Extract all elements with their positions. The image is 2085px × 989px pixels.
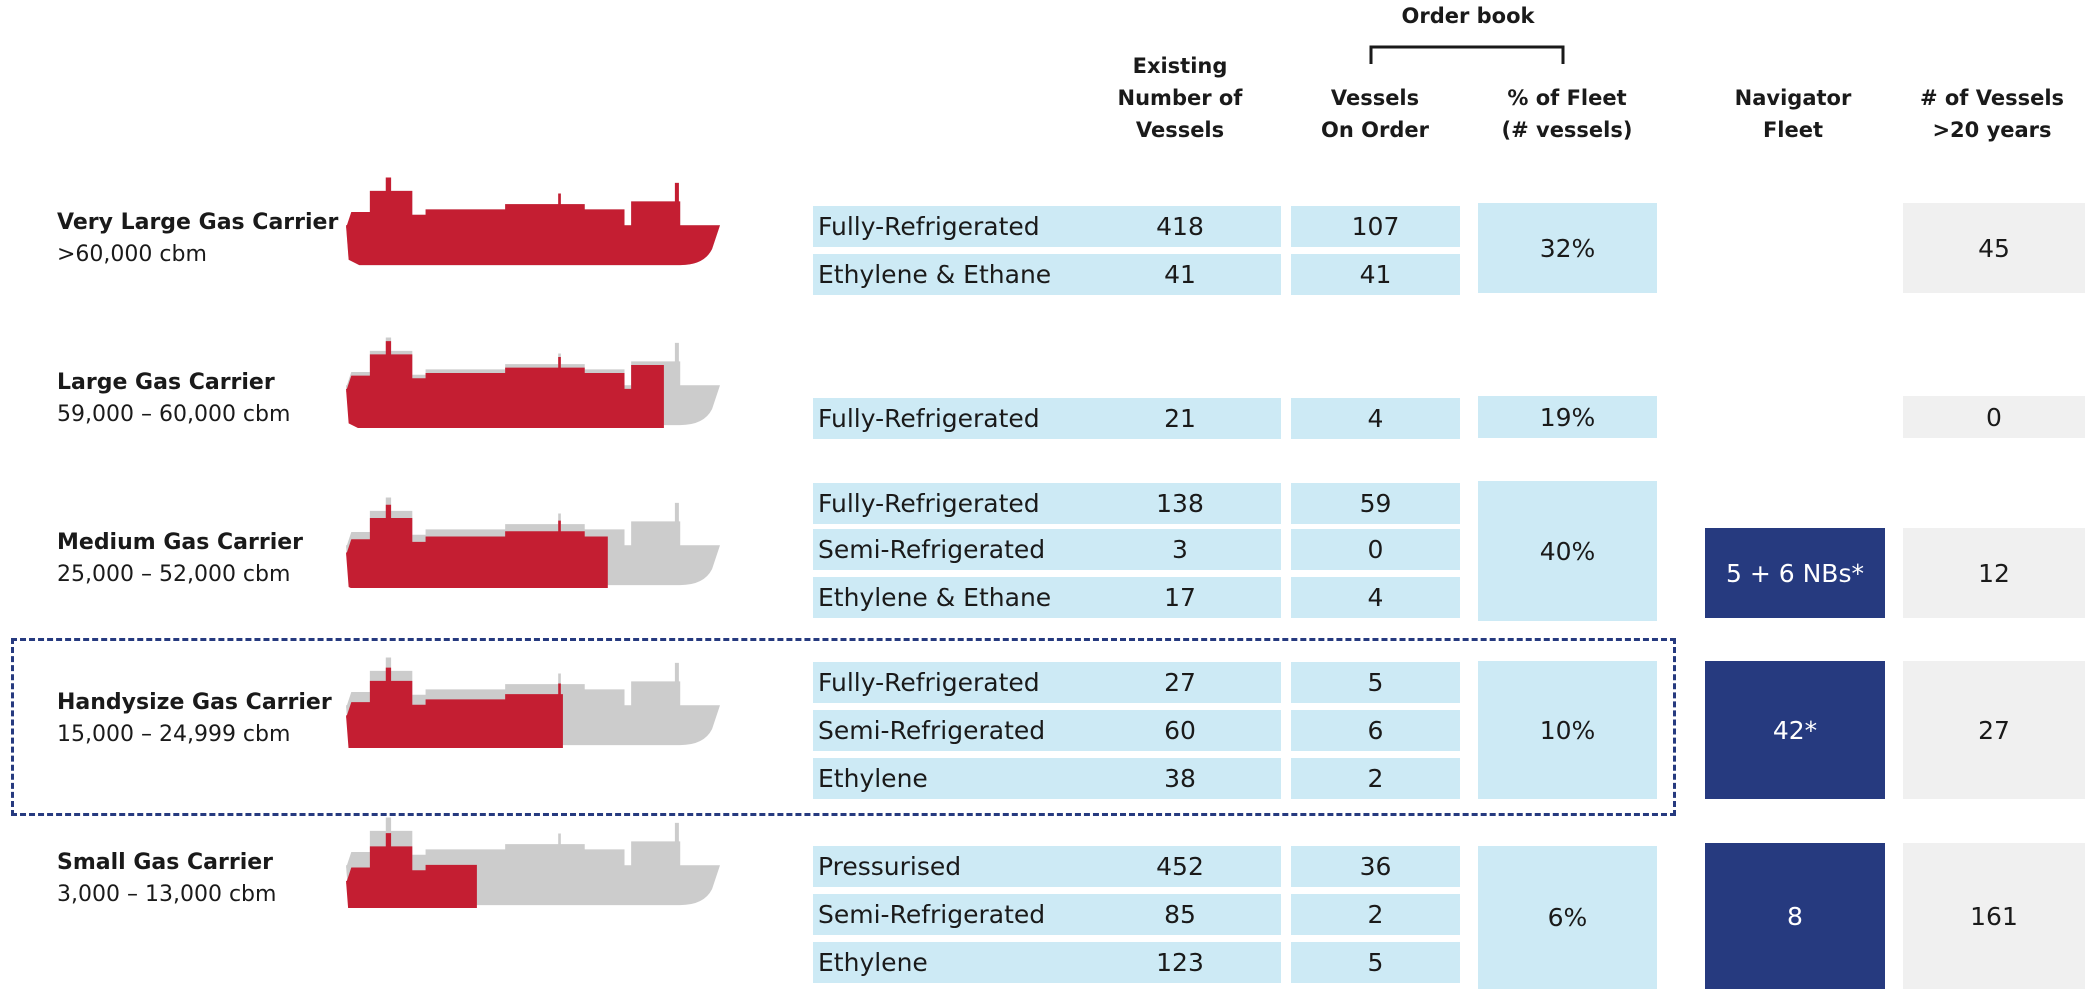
over-20-years: 161	[1903, 843, 2085, 989]
on-order-count: 36	[1291, 846, 1460, 887]
column-header: >20 years	[1882, 114, 2085, 146]
navigator-fleet: 5 + 6 NBs*	[1705, 528, 1885, 618]
pct-fleet: 40%	[1478, 481, 1657, 621]
segment-size: 3,000 – 13,000 cbm	[57, 882, 276, 907]
on-order-count: 41	[1291, 254, 1460, 295]
ship-icon	[346, 332, 720, 428]
segment-name: Large Gas Carrier	[57, 370, 275, 395]
column-header: (# vessels)	[1457, 114, 1677, 146]
over-20-years: 12	[1903, 528, 2085, 618]
segment-name: Medium Gas Carrier	[57, 530, 303, 555]
existing-count: 41	[1100, 254, 1260, 295]
column-header: Vessels	[1070, 114, 1290, 146]
on-order-count: 59	[1291, 483, 1460, 524]
existing-count: 452	[1100, 846, 1260, 887]
vessel-type: Fully-Refrigerated	[818, 662, 1078, 703]
ship-icon	[346, 172, 720, 268]
vessel-type: Ethylene & Ethane	[818, 577, 1078, 618]
column-header: # of Vessels	[1882, 82, 2085, 114]
vessel-type: Fully-Refrigerated	[818, 398, 1078, 439]
vessel-type: Ethylene	[818, 758, 1078, 799]
column-header: Existing	[1070, 50, 1290, 82]
on-order-count: 0	[1291, 529, 1460, 570]
on-order-count: 5	[1291, 662, 1460, 703]
existing-count: 85	[1100, 894, 1260, 935]
existing-count: 418	[1100, 206, 1260, 247]
navigator-fleet: 42*	[1705, 661, 1885, 799]
navigator-fleet: 8	[1705, 843, 1885, 989]
on-order-count: 4	[1291, 398, 1460, 439]
on-order-count: 5	[1291, 942, 1460, 983]
segment-size: 15,000 – 24,999 cbm	[57, 722, 290, 747]
order-book-label: Order book	[1368, 0, 1568, 32]
ship-icon	[346, 492, 720, 588]
existing-count: 123	[1100, 942, 1260, 983]
ship-icon	[346, 652, 720, 748]
segment-size: 59,000 – 60,000 cbm	[57, 402, 290, 427]
on-order-count: 2	[1291, 758, 1460, 799]
existing-count: 3	[1100, 529, 1260, 570]
vessel-type: Fully-Refrigerated	[818, 483, 1078, 524]
order-book-bracket	[1365, 44, 1570, 66]
vessel-type: Semi-Refrigerated	[818, 894, 1078, 935]
existing-count: 27	[1100, 662, 1260, 703]
existing-count: 21	[1100, 398, 1260, 439]
pct-fleet: 32%	[1478, 203, 1657, 293]
segment-name: Very Large Gas Carrier	[57, 210, 338, 235]
column-header: Number of	[1070, 82, 1290, 114]
existing-count: 138	[1100, 483, 1260, 524]
pct-fleet: 10%	[1478, 661, 1657, 799]
vessel-type: Fully-Refrigerated	[818, 206, 1078, 247]
over-20-years: 0	[1903, 396, 2085, 438]
segment-size: 25,000 – 52,000 cbm	[57, 562, 290, 587]
column-header: On Order	[1265, 114, 1485, 146]
existing-count: 38	[1100, 758, 1260, 799]
existing-count: 17	[1100, 577, 1260, 618]
vessel-type: Semi-Refrigerated	[818, 710, 1078, 751]
ship-icon	[346, 812, 720, 908]
column-header: Fleet	[1683, 114, 1903, 146]
vessel-type: Semi-Refrigerated	[818, 529, 1078, 570]
on-order-count: 2	[1291, 894, 1460, 935]
vessel-type: Pressurised	[818, 846, 1078, 887]
column-header: Navigator	[1683, 82, 1903, 114]
on-order-count: 6	[1291, 710, 1460, 751]
page: Order book (() => { const data = JSON.pa…	[0, 0, 2085, 989]
vessel-type: Ethylene	[818, 942, 1078, 983]
pct-fleet: 19%	[1478, 396, 1657, 438]
column-header: Vessels	[1265, 82, 1485, 114]
on-order-count: 107	[1291, 206, 1460, 247]
on-order-count: 4	[1291, 577, 1460, 618]
column-header: % of Fleet	[1457, 82, 1677, 114]
segment-name: Small Gas Carrier	[57, 850, 273, 875]
over-20-years: 45	[1903, 203, 2085, 293]
over-20-years: 27	[1903, 661, 2085, 799]
vessel-type: Ethylene & Ethane	[818, 254, 1078, 295]
pct-fleet: 6%	[1478, 846, 1657, 989]
existing-count: 60	[1100, 710, 1260, 751]
segment-size: >60,000 cbm	[57, 242, 207, 267]
segment-name: Handysize Gas Carrier	[57, 690, 332, 715]
